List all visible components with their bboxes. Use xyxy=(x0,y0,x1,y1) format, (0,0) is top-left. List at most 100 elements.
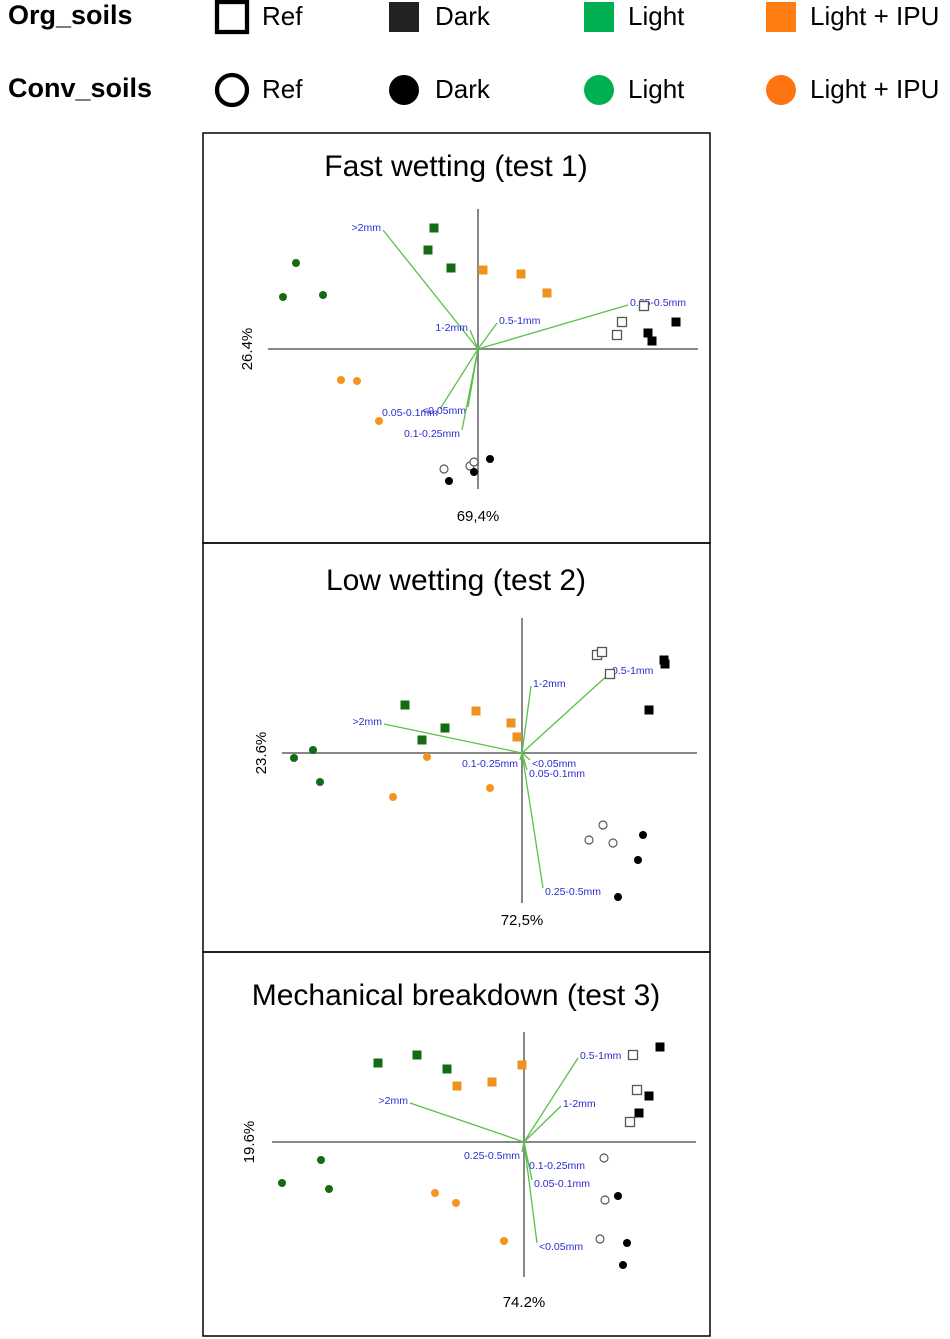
data-point xyxy=(631,1084,643,1096)
data-point xyxy=(596,646,608,658)
legend-marker xyxy=(214,0,250,35)
vector-label: <0.05mm xyxy=(539,1241,583,1253)
vector-label: 1-2mm xyxy=(563,1098,596,1110)
data-point xyxy=(445,477,453,485)
x-axis-label: 69,4% xyxy=(457,508,500,525)
data-point xyxy=(616,316,628,328)
data-point xyxy=(317,1156,325,1164)
data-point xyxy=(512,732,522,742)
loading-vector xyxy=(521,752,531,761)
data-point xyxy=(600,1195,610,1205)
vector-label: 1-2mm xyxy=(435,322,468,334)
legend-group-label: Org_soils xyxy=(8,0,133,30)
data-point xyxy=(278,1179,286,1187)
data-point xyxy=(290,754,298,762)
chart-title: Mechanical breakdown (test 3) xyxy=(252,979,661,1012)
legend-group-label: Conv_soils xyxy=(8,73,152,103)
data-point xyxy=(542,288,552,298)
loading-vector xyxy=(521,685,532,754)
loading-vector xyxy=(477,322,498,350)
legend-label: Dark xyxy=(435,74,491,104)
legend-label: Ref xyxy=(262,74,303,104)
data-point xyxy=(639,831,647,839)
loading-vector xyxy=(439,348,479,410)
loading-vector xyxy=(382,229,479,350)
data-point xyxy=(671,317,681,327)
legend-marker xyxy=(584,75,614,105)
data-point xyxy=(439,464,449,474)
loading-vector xyxy=(521,672,611,754)
legend-marker xyxy=(766,2,796,32)
legend-label: Ref xyxy=(262,1,303,31)
legend-marker xyxy=(584,2,614,32)
data-point xyxy=(516,269,526,279)
loading-vector xyxy=(521,752,544,889)
data-point xyxy=(325,1185,333,1193)
data-point xyxy=(634,856,642,864)
data-point xyxy=(486,455,494,463)
legend-marker xyxy=(214,72,250,108)
data-point xyxy=(627,1049,639,1061)
panel-frame xyxy=(202,542,711,953)
data-point xyxy=(487,1077,497,1087)
data-point xyxy=(279,293,287,301)
loading-vector xyxy=(409,1102,525,1143)
data-point xyxy=(598,820,608,830)
data-point xyxy=(471,706,481,716)
vector-label: 0.5-1mm xyxy=(580,1050,622,1062)
legend-label: Dark xyxy=(435,1,491,31)
vector-label: 0.05-0.1mm xyxy=(534,1178,590,1190)
data-point xyxy=(614,893,622,901)
data-point xyxy=(316,778,324,786)
legend-label: Light + IPU xyxy=(810,74,939,104)
data-point xyxy=(623,1239,631,1247)
data-point xyxy=(423,245,433,255)
vector-label: >2mm xyxy=(352,222,382,234)
y-axis-label: 19.6% xyxy=(241,1121,258,1164)
data-point xyxy=(644,705,654,715)
chart-title: Low wetting (test 2) xyxy=(326,564,586,597)
data-point xyxy=(584,835,594,845)
data-point xyxy=(604,668,616,680)
vector-label: >2mm xyxy=(379,1095,409,1107)
vector-label: >2mm xyxy=(353,716,383,728)
vector-label: 0.1-0.25mm xyxy=(404,428,460,440)
loading-vector xyxy=(523,1057,579,1143)
data-point xyxy=(624,1116,636,1128)
data-point xyxy=(309,746,317,754)
data-point xyxy=(517,1060,527,1070)
legend-marker xyxy=(389,2,419,32)
data-point xyxy=(423,753,431,761)
vector-label: 0.1-0.25mm xyxy=(529,1160,585,1172)
data-point xyxy=(446,263,456,273)
data-point xyxy=(500,1237,508,1245)
data-point xyxy=(337,376,345,384)
data-point xyxy=(599,1153,609,1163)
data-point xyxy=(442,1064,452,1074)
x-axis-label: 72,5% xyxy=(501,912,544,929)
data-point xyxy=(611,329,623,341)
data-point xyxy=(655,1042,665,1052)
data-point xyxy=(373,1058,383,1068)
legend-marker xyxy=(766,75,796,105)
legend-label: Light xyxy=(628,1,685,31)
data-point xyxy=(417,735,427,745)
data-point xyxy=(619,1261,627,1269)
loading-vector xyxy=(383,723,523,754)
loading-vector xyxy=(461,348,479,431)
loading-vector xyxy=(469,329,479,350)
data-point xyxy=(614,1192,622,1200)
vector-label: 0.5-1mm xyxy=(612,665,654,677)
data-point xyxy=(643,328,653,338)
data-point xyxy=(644,1091,654,1101)
data-point xyxy=(478,265,488,275)
vector-label: 0.25-0.5mm xyxy=(464,1150,520,1162)
data-point xyxy=(429,223,439,233)
data-point xyxy=(486,784,494,792)
data-point xyxy=(469,457,479,467)
data-point xyxy=(440,723,450,733)
data-point xyxy=(647,336,657,346)
y-axis-label: 23.6% xyxy=(253,732,270,775)
